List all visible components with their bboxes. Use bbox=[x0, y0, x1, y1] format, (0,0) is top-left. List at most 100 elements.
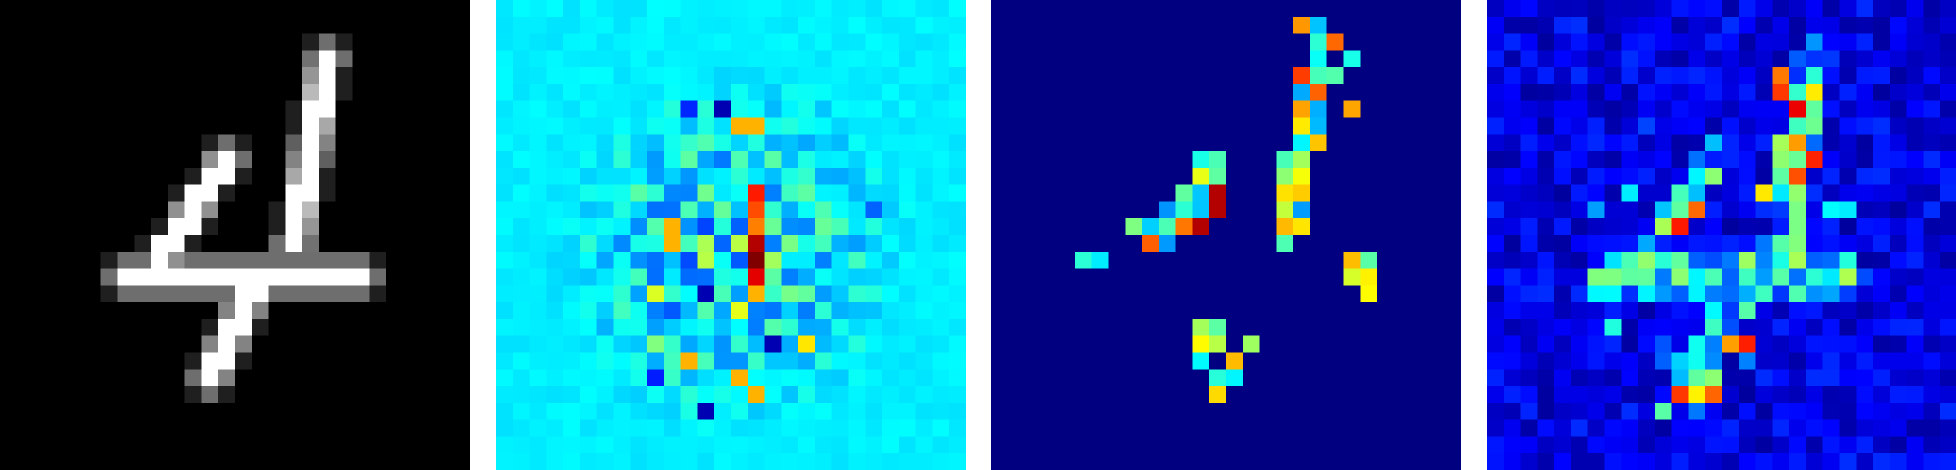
saliency-signed-pixel bbox=[932, 419, 950, 437]
saliency-noisy-pixel bbox=[1604, 386, 1622, 404]
saliency-signed-pixel bbox=[731, 50, 749, 68]
input-digit-pixel bbox=[33, 285, 51, 303]
saliency-positive-pixel bbox=[991, 50, 1009, 68]
input-digit-pixel bbox=[251, 0, 269, 18]
saliency-positive-pixel bbox=[1393, 184, 1411, 202]
saliency-noisy-pixel bbox=[1487, 251, 1505, 269]
saliency-signed-pixel bbox=[848, 117, 866, 135]
saliency-noisy-pixel bbox=[1520, 134, 1538, 152]
saliency-signed-pixel bbox=[579, 67, 598, 85]
saliency-positive-pixel bbox=[1041, 352, 1059, 370]
saliency-positive-pixel bbox=[1427, 369, 1445, 387]
input-digit-pixel bbox=[16, 302, 34, 320]
input-digit-pixel bbox=[0, 201, 18, 219]
saliency-noisy-pixel bbox=[1906, 369, 1924, 387]
saliency-positive-pixel bbox=[1377, 16, 1395, 34]
saliency-positive-pixel bbox=[1393, 402, 1411, 420]
saliency-noisy-pixel bbox=[1654, 16, 1672, 34]
input-digit-pixel bbox=[67, 318, 85, 337]
input-digit-pixel bbox=[117, 134, 135, 152]
input-digit-pixel bbox=[184, 218, 202, 236]
input-digit-pixel bbox=[167, 402, 185, 420]
input-digit-pixel bbox=[251, 83, 269, 102]
saliency-noisy-pixel bbox=[1722, 50, 1740, 68]
saliency-positive-pixel bbox=[1242, 117, 1260, 135]
saliency-noisy-pixel bbox=[1537, 16, 1555, 34]
saliency-positive-pixel bbox=[1293, 251, 1311, 269]
saliency-signed-pixel bbox=[546, 285, 564, 303]
saliency-noisy-pixel bbox=[1671, 218, 1689, 236]
saliency-signed-pixel bbox=[814, 33, 833, 51]
saliency-positive-pixel bbox=[1343, 268, 1361, 286]
saliency-positive-pixel bbox=[1125, 268, 1143, 286]
saliency-noisy-pixel bbox=[1923, 67, 1941, 85]
saliency-positive-pixel bbox=[1393, 251, 1411, 269]
saliency-positive-pixel bbox=[991, 352, 1009, 370]
saliency-signed-pixel bbox=[932, 318, 950, 337]
saliency-positive-pixel bbox=[1074, 151, 1093, 169]
input-digit-pixel bbox=[167, 50, 185, 68]
saliency-signed-pixel bbox=[781, 453, 799, 470]
saliency-signed-pixel bbox=[814, 201, 833, 219]
saliency-signed-pixel bbox=[680, 302, 698, 320]
saliency-positive-pixel bbox=[1427, 285, 1445, 303]
saliency-signed-pixel bbox=[764, 201, 782, 219]
saliency-positive-pixel bbox=[1377, 453, 1395, 470]
input-digit-pixel bbox=[218, 302, 236, 320]
saliency-positive-pixel bbox=[1326, 318, 1344, 337]
input-digit-pixel bbox=[83, 235, 102, 253]
saliency-positive-pixel bbox=[1192, 201, 1210, 219]
saliency-positive-pixel bbox=[1091, 134, 1109, 152]
saliency-signed-pixel bbox=[663, 117, 681, 135]
saliency-noisy-pixel bbox=[1805, 67, 1824, 85]
saliency-noisy-pixel bbox=[1755, 352, 1773, 370]
input-digit-pixel bbox=[335, 83, 353, 102]
saliency-noisy-pixel bbox=[1621, 184, 1639, 202]
saliency-signed-pixel bbox=[579, 268, 598, 286]
saliency-noisy-pixel bbox=[1789, 134, 1807, 152]
saliency-signed-pixel bbox=[781, 16, 799, 34]
saliency-noisy-pixel bbox=[1520, 50, 1538, 68]
saliency-noisy-pixel bbox=[1772, 83, 1790, 102]
input-digit-pixel bbox=[386, 251, 404, 269]
saliency-noisy-pixel bbox=[1503, 201, 1521, 219]
saliency-noisy-pixel bbox=[1722, 100, 1740, 118]
saliency-signed-pixel bbox=[932, 50, 950, 68]
input-digit-pixel bbox=[453, 67, 470, 85]
saliency-signed-pixel bbox=[747, 386, 765, 404]
saliency-positive-pixel bbox=[1058, 419, 1076, 437]
saliency-positive-pixel bbox=[1293, 117, 1311, 135]
saliency-positive-pixel bbox=[1192, 402, 1210, 420]
saliency-noisy-pixel bbox=[1755, 83, 1773, 102]
saliency-signed-pixel bbox=[697, 0, 715, 18]
saliency-signed-pixel bbox=[647, 302, 665, 320]
saliency-positive-pixel bbox=[1343, 67, 1361, 85]
saliency-positive-pixel bbox=[1242, 251, 1260, 269]
saliency-positive-pixel bbox=[1309, 436, 1328, 454]
saliency-noisy-pixel bbox=[1822, 184, 1840, 202]
saliency-noisy-pixel bbox=[1923, 402, 1941, 420]
input-digit-pixel bbox=[302, 134, 320, 152]
saliency-noisy-pixel bbox=[1722, 167, 1740, 185]
saliency-signed-pixel bbox=[630, 453, 648, 470]
input-digit-pixel bbox=[235, 251, 253, 269]
saliency-positive-pixel bbox=[1024, 419, 1042, 437]
input-digit-pixel bbox=[33, 436, 51, 454]
saliency-noisy-pixel bbox=[1654, 117, 1672, 135]
saliency-noisy-pixel bbox=[1638, 402, 1656, 420]
saliency-noisy-pixel bbox=[1671, 453, 1689, 470]
input-digit-pixel bbox=[235, 67, 253, 85]
saliency-positive-pixel bbox=[1360, 134, 1378, 152]
saliency-noisy-pixel bbox=[1839, 33, 1857, 51]
saliency-noisy-pixel bbox=[1906, 285, 1924, 303]
input-digit-pixel bbox=[218, 83, 236, 102]
saliency-positive-pixel bbox=[1142, 33, 1160, 51]
saliency-signed-pixel bbox=[831, 369, 849, 387]
saliency-noisy-pixel bbox=[1805, 402, 1824, 420]
saliency-map-signed bbox=[496, 0, 966, 470]
saliency-positive-pixel bbox=[1192, 167, 1210, 185]
input-digit-pixel bbox=[285, 251, 303, 269]
saliency-signed-pixel bbox=[563, 419, 581, 437]
input-digit-pixel bbox=[285, 369, 303, 387]
input-digit-pixel bbox=[134, 436, 152, 454]
